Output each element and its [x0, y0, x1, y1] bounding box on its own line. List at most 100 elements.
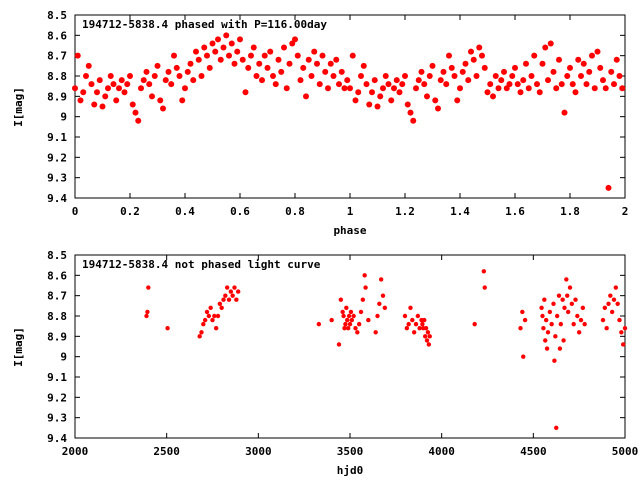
data-point [550, 68, 557, 75]
data-point [212, 313, 217, 319]
data-point [540, 313, 545, 319]
data-point [615, 301, 620, 306]
y-tick-label: 8.5 [47, 9, 67, 22]
data-point [373, 330, 378, 335]
data-point [375, 313, 380, 319]
data-point [179, 97, 186, 104]
data-point [221, 297, 226, 302]
data-point [426, 73, 433, 79]
data-point [210, 317, 215, 323]
data-point [425, 330, 431, 335]
data-point [481, 64, 488, 71]
data-point [408, 305, 413, 311]
data-point [190, 77, 197, 84]
data-point [201, 44, 208, 51]
data-point [358, 309, 364, 315]
data-point [344, 77, 351, 84]
data-point [605, 184, 612, 191]
data-point [193, 48, 199, 55]
data-point [481, 269, 487, 274]
data-point [217, 56, 224, 63]
data-point [509, 73, 516, 79]
data-point [232, 285, 237, 290]
data-point [72, 85, 78, 92]
data-point [248, 52, 254, 59]
data-point [580, 305, 586, 311]
data-point [523, 60, 529, 67]
data-point [440, 68, 447, 75]
data-point [600, 317, 606, 323]
data-point [347, 85, 353, 92]
data-point [542, 297, 547, 302]
x-tick-label: 1 [347, 205, 354, 218]
data-point [432, 97, 439, 104]
data-point [492, 73, 499, 79]
data-point [209, 40, 216, 47]
data-point [256, 60, 263, 67]
data-point [617, 317, 622, 323]
data-point [402, 313, 408, 319]
data-point [182, 85, 188, 92]
data-point [102, 93, 109, 100]
data-point [393, 77, 400, 84]
data-point [473, 73, 480, 79]
y-tick-label: 9.1 [47, 131, 67, 144]
data-point [382, 73, 389, 79]
data-point [575, 313, 580, 319]
data-point [198, 73, 205, 79]
data-point [567, 285, 573, 290]
data-point [536, 89, 543, 96]
data-point [348, 309, 354, 315]
data-point [168, 81, 175, 88]
data-point [96, 77, 103, 84]
data-point [565, 309, 571, 315]
data-point [543, 317, 549, 323]
data-point [146, 285, 151, 290]
data-point [569, 81, 576, 88]
data-point [591, 85, 598, 92]
data-point [495, 85, 502, 92]
data-point [138, 85, 144, 92]
data-point [435, 105, 441, 112]
data-point [567, 64, 573, 71]
data-point [351, 313, 356, 319]
phased-light-curve-plot: 194712-5838.4 phased with P=116.00day ph… [12, 9, 628, 237]
data-point [472, 321, 477, 327]
x-tick-label: 2500 [153, 445, 180, 458]
data-point [609, 309, 615, 315]
data-point [611, 81, 617, 88]
data-point [413, 85, 419, 92]
data-point [228, 289, 234, 294]
data-point [267, 48, 274, 55]
unphased-light-curve-plot: 194712-5838.4 not phased light curve hjd… [12, 249, 638, 477]
x-tick-label: 0 [72, 205, 79, 218]
data-point [329, 317, 334, 323]
data-point [74, 52, 81, 59]
data-point [424, 93, 430, 100]
data-point [604, 326, 609, 331]
data-point [541, 326, 546, 331]
x-tick-label: 1.2 [395, 205, 415, 218]
data-point [215, 313, 221, 319]
data-point [490, 93, 496, 100]
data-point [345, 326, 351, 331]
data-point [539, 305, 544, 311]
data-point [468, 48, 474, 55]
data-point [154, 62, 161, 69]
data-points [144, 269, 628, 431]
x-tick-label: 0.2 [120, 205, 140, 218]
data-point [215, 36, 221, 43]
data-point [426, 342, 432, 347]
data-point [572, 89, 579, 96]
data-point [157, 97, 164, 104]
data-point [336, 81, 342, 88]
data-point [573, 297, 578, 302]
data-point [226, 52, 232, 59]
chart-title: 194712-5838.4 phased with P=116.00day [82, 18, 327, 31]
x-tick-label: 0.8 [285, 205, 305, 218]
data-point [242, 89, 249, 96]
data-point [294, 52, 301, 59]
data-point [380, 85, 386, 92]
data-points [72, 32, 626, 191]
data-point [427, 334, 432, 339]
